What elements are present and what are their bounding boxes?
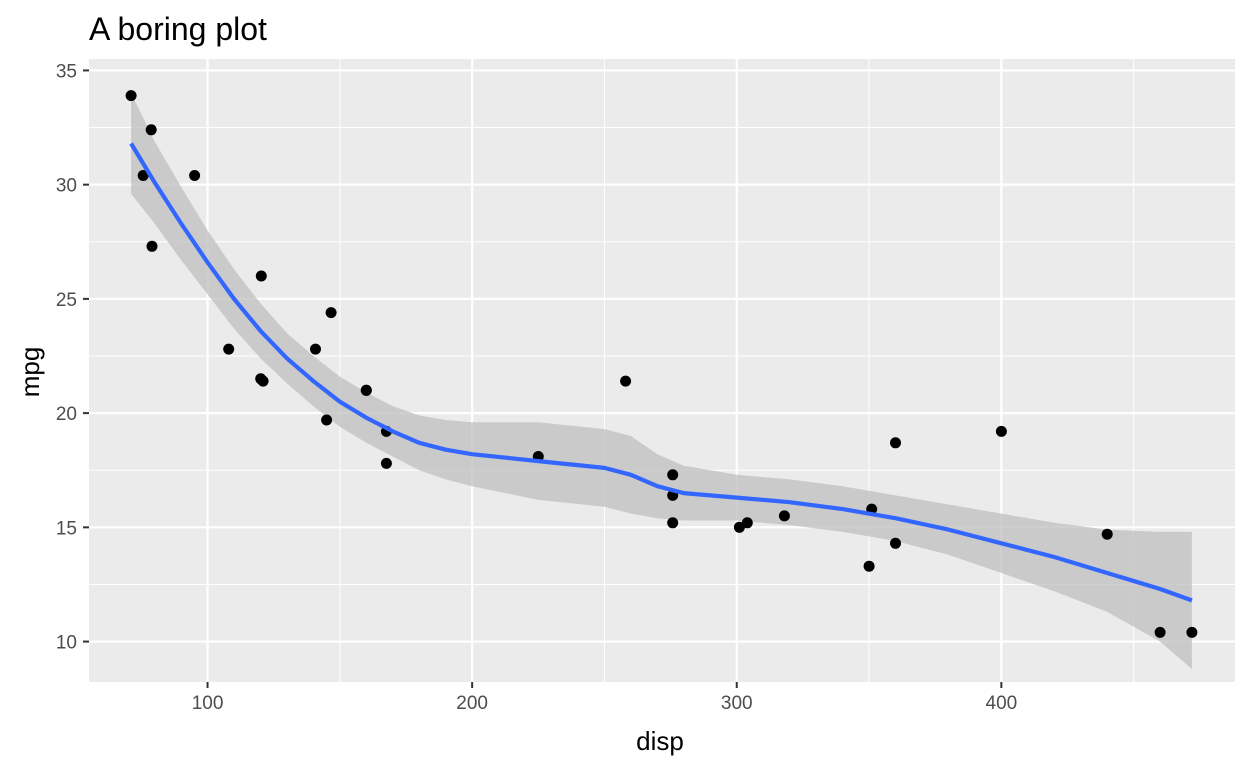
- data-point: [778, 510, 790, 522]
- data-point: [125, 90, 137, 102]
- data-point: [890, 437, 901, 449]
- data-point: [189, 170, 201, 181]
- y-tick-label: 15: [56, 518, 77, 539]
- data-point: [1186, 626, 1198, 638]
- x-tick-label: 200: [456, 693, 488, 714]
- data-point: [360, 384, 372, 396]
- chart-title: A boring plot: [89, 11, 267, 47]
- data-point: [741, 517, 753, 529]
- data-point: [321, 414, 333, 426]
- data-point: [380, 457, 392, 469]
- y-tick-label: 25: [56, 290, 77, 311]
- y-tick-labels: 10 15 20 25 30 35: [56, 61, 77, 653]
- y-tick-label: 35: [56, 61, 77, 82]
- axis-ticks: [83, 69, 1003, 688]
- y-tick-label: 20: [56, 404, 77, 425]
- y-tick-label: 10: [56, 633, 77, 654]
- data-point: [995, 425, 1007, 437]
- smooth-line: [129, 142, 1193, 603]
- data-point: [145, 124, 157, 136]
- major-gridlines: [89, 59, 1235, 682]
- points-layer: [125, 90, 1198, 638]
- data-point: [257, 375, 269, 387]
- data-point: [310, 343, 321, 355]
- x-tick-labels: 100 200 300 400: [192, 693, 1018, 714]
- data-point: [146, 240, 158, 252]
- data-point: [325, 307, 337, 319]
- y-tick-label: 30: [56, 176, 77, 197]
- data-point: [255, 270, 267, 282]
- data-point: [667, 517, 679, 529]
- data-point: [620, 375, 632, 387]
- x-tick-label: 100: [192, 693, 224, 714]
- x-tick-label: 400: [986, 693, 1018, 714]
- data-point: [890, 537, 901, 549]
- data-point: [1101, 528, 1113, 540]
- y-axis-title: mpg: [15, 347, 45, 398]
- data-point: [223, 343, 235, 355]
- data-point: [137, 170, 149, 181]
- smooth-line-layer: [129, 142, 1193, 603]
- data-point: [667, 469, 679, 481]
- data-point: [863, 560, 875, 572]
- x-tick-label: 300: [721, 693, 753, 714]
- data-point: [1154, 626, 1166, 638]
- x-axis-title: disp: [636, 726, 684, 756]
